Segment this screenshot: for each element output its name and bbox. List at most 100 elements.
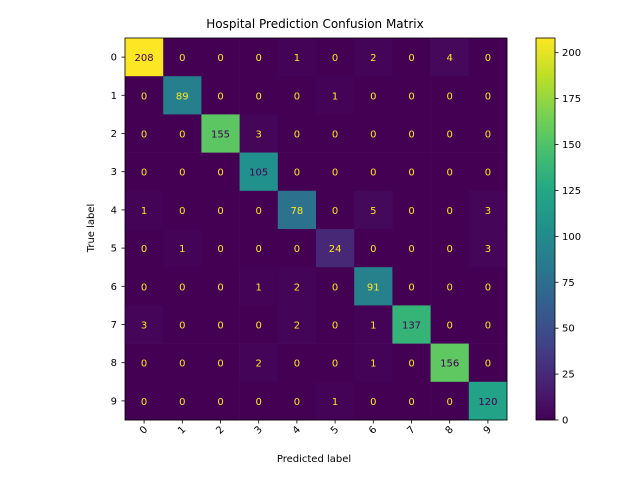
heatmap-cell (430, 190, 470, 230)
cell-value-label: 0 (408, 206, 414, 217)
y-tick-label: 9 (111, 396, 117, 407)
heatmap-cell (392, 76, 431, 115)
cell-value-label: 0 (179, 397, 185, 408)
y-axis-label: True label (86, 204, 97, 254)
y-tick-label: 7 (111, 320, 117, 331)
heatmap-cell (163, 152, 202, 192)
cell-value-label: 0 (256, 321, 262, 332)
x-tick-label: 4 (291, 424, 303, 436)
heatmap-cell (392, 152, 431, 192)
cell-value-label: 1 (370, 359, 376, 370)
cell-value-label: 0 (447, 397, 453, 408)
cell-value-label: 0 (179, 168, 185, 179)
heatmap-cell (239, 114, 279, 153)
colorbar-tick-label: 125 (562, 186, 581, 197)
cell-value-label: 0 (294, 91, 300, 102)
heatmap-cell (392, 114, 431, 153)
x-tick-label: 8 (444, 424, 456, 436)
cell-value-label: 3 (485, 244, 491, 255)
heatmap-cell (468, 152, 508, 192)
cell-value-label: 0 (217, 206, 223, 217)
x-tick-label: 5 (329, 424, 341, 436)
colorbar-tick-label: 100 (562, 232, 581, 243)
heatmap-cell (468, 343, 508, 383)
heatmap-cell (125, 343, 164, 383)
cell-value-label: 0 (179, 130, 185, 141)
heatmap-cell (125, 76, 164, 115)
x-tick-label: 9 (482, 424, 494, 436)
heatmap-cell (392, 381, 431, 421)
y-tick-label: 1 (111, 91, 117, 102)
cell-value-label: 0 (179, 282, 185, 293)
cell-value-label: 155 (211, 130, 230, 141)
heatmap-cell (392, 229, 431, 268)
cell-value-label: 1 (179, 244, 185, 255)
heatmap-cell (316, 114, 355, 153)
cell-value-label: 0 (447, 206, 453, 217)
cell-value-label: 0 (447, 168, 453, 179)
cell-value-label: 0 (332, 282, 338, 293)
cell-value-label: 1 (141, 206, 147, 217)
heatmap-cell (316, 190, 355, 230)
cell-value-label: 78 (291, 206, 304, 217)
colorbar-tick-label: 25 (562, 370, 575, 381)
heatmap-cell (239, 305, 279, 344)
cell-value-label: 2 (370, 53, 376, 64)
cell-value-label: 0 (141, 168, 147, 179)
heatmap-cell (239, 190, 279, 230)
cell-value-label: 208 (135, 53, 154, 64)
heatmap-cell (354, 76, 393, 115)
cell-value-label: 0 (408, 130, 414, 141)
heatmap-cell (163, 343, 202, 383)
heatmap-cell (201, 381, 240, 421)
x-tick-label: 1 (176, 424, 188, 436)
y-tick-label: 3 (111, 167, 117, 178)
heatmap-cell (277, 38, 317, 77)
y-tick-label: 5 (111, 244, 117, 255)
heatmap-cell (354, 381, 393, 421)
heatmap-cell (468, 190, 508, 230)
cell-value-label: 1 (294, 53, 300, 64)
cell-value-label: 0 (141, 282, 147, 293)
heatmap-cell (201, 76, 240, 115)
colorbar-tick-label: 175 (562, 94, 581, 105)
cell-value-label: 0 (370, 397, 376, 408)
heatmap-cell (277, 76, 317, 115)
colorbar-tick-label: 200 (562, 48, 581, 59)
cell-value-label: 0 (370, 244, 376, 255)
x-tick-label: 3 (253, 424, 265, 436)
heatmap-cell (468, 381, 508, 421)
colorbar-gradient (535, 37, 556, 421)
cell-value-label: 0 (217, 282, 223, 293)
cell-value-label: 0 (179, 321, 185, 332)
cell-value-label: 0 (408, 282, 414, 293)
cell-value-label: 0 (256, 244, 262, 255)
cell-value-label: 0 (485, 130, 491, 141)
heatmap-cell (316, 229, 355, 268)
plot-frame (124, 37, 508, 421)
heatmap-cell (316, 76, 355, 115)
heatmap-cell (430, 305, 470, 344)
cell-value-label: 3 (141, 321, 147, 332)
cell-value-label: 3 (256, 130, 262, 141)
heatmap-cell (354, 152, 393, 192)
heatmap-cell (316, 38, 355, 77)
heatmap-cell (430, 76, 470, 115)
cell-value-label: 0 (332, 359, 338, 370)
cell-value-label: 0 (294, 359, 300, 370)
heatmap-cell (430, 114, 470, 153)
heatmap-cell (201, 38, 240, 77)
heatmap-cell (239, 38, 279, 77)
cell-value-label: 0 (447, 244, 453, 255)
cell-value-label: 0 (408, 91, 414, 102)
heatmap-cell (125, 152, 164, 192)
cell-value-label: 0 (256, 53, 262, 64)
cell-value-label: 156 (440, 359, 459, 370)
heatmap-cell (468, 305, 508, 344)
cell-value-label: 0 (294, 244, 300, 255)
cell-value-label: 0 (256, 206, 262, 217)
heatmap-cell (239, 267, 279, 306)
cell-value-label: 0 (141, 91, 147, 102)
heatmap-cell (316, 381, 355, 421)
heatmap-cell (277, 114, 317, 153)
